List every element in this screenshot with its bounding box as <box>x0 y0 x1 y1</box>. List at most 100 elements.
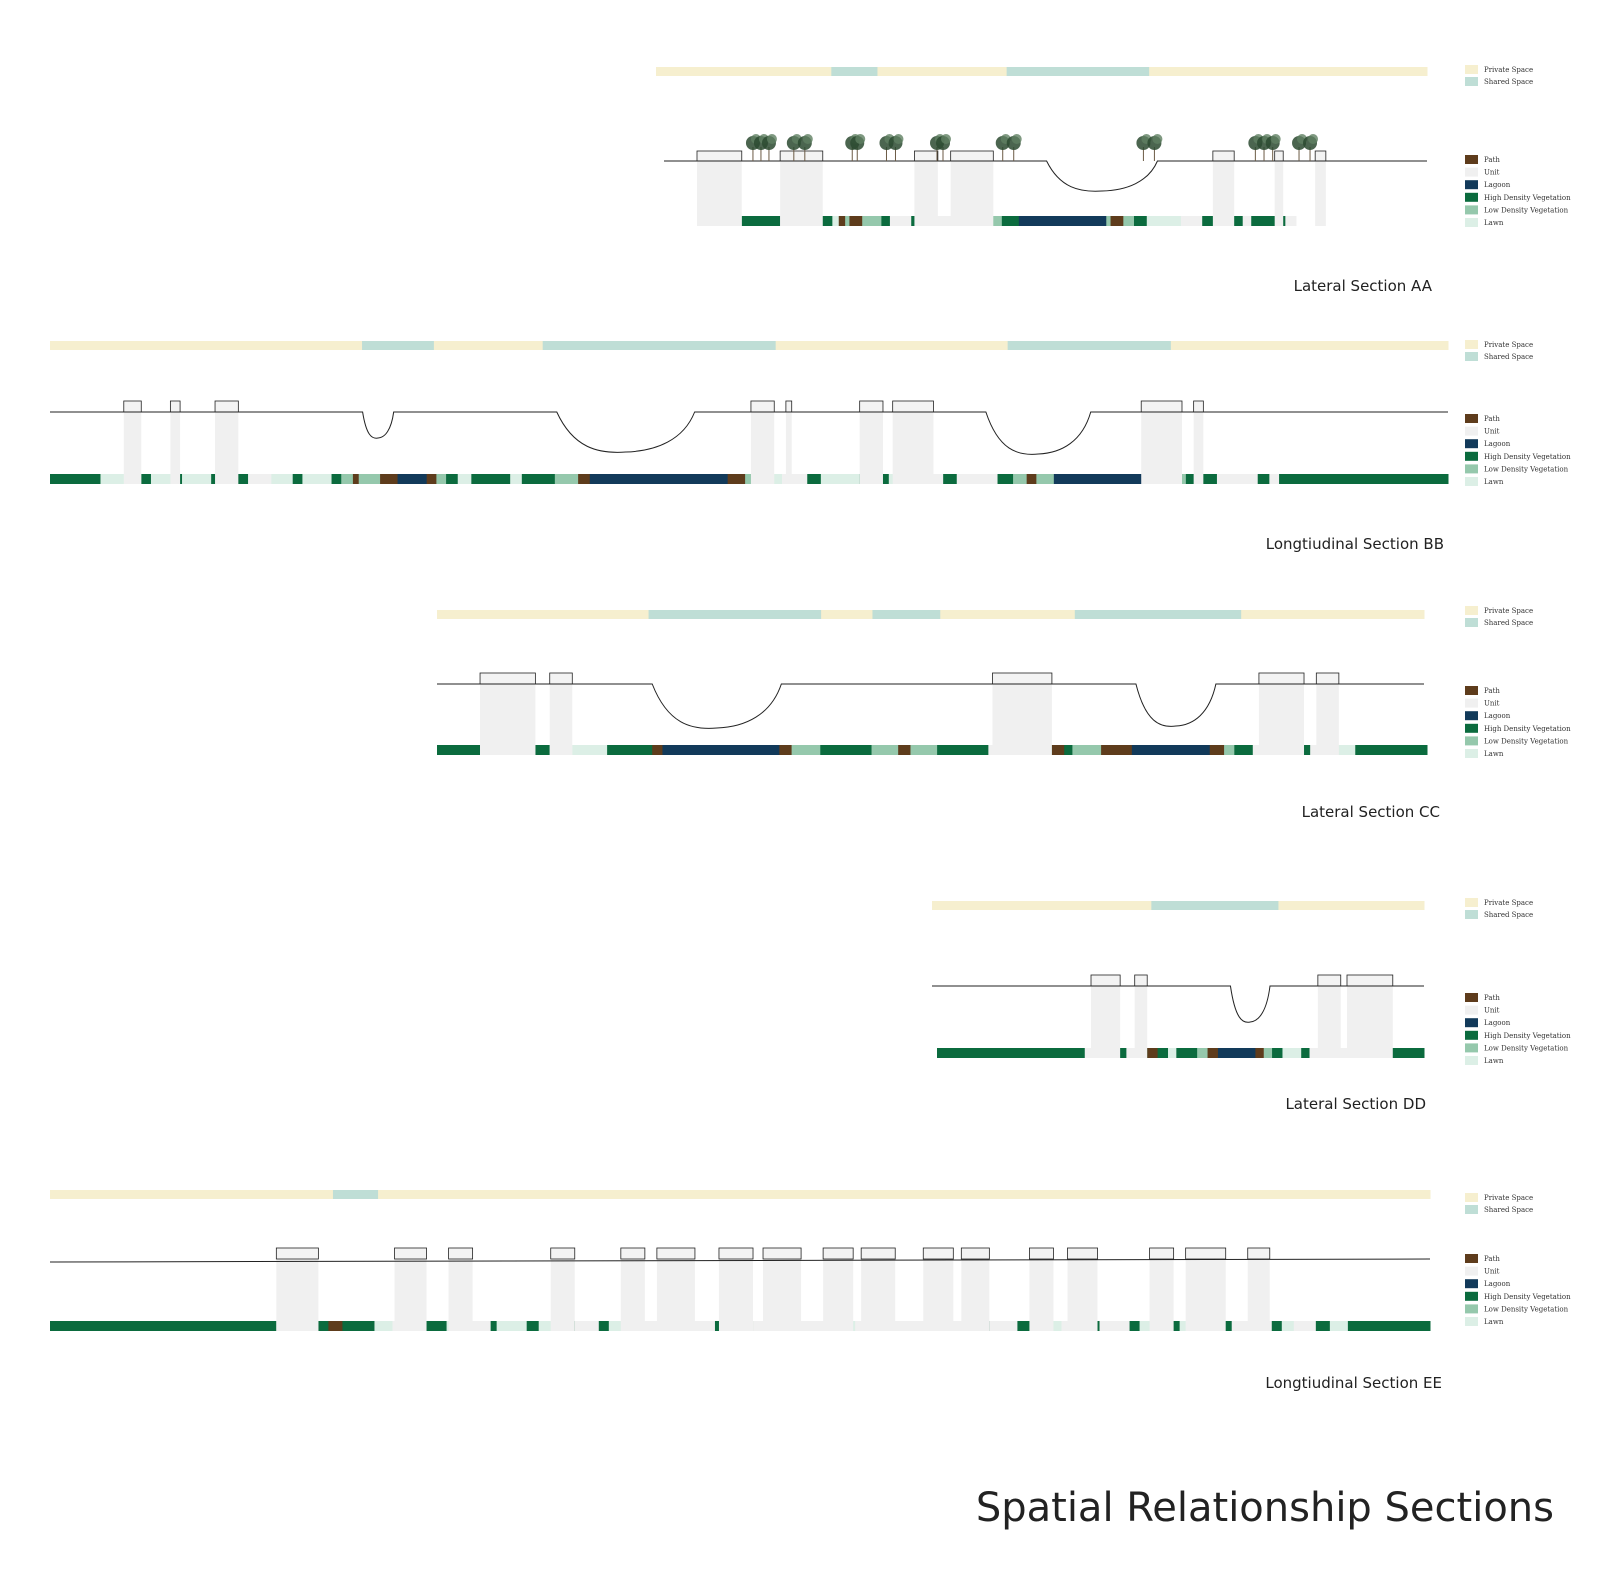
legend-label-private: Private Space <box>1484 66 1533 74</box>
landcover-high-veg <box>997 474 1014 484</box>
unit-block <box>1274 150 1284 162</box>
space-legend: Private Space Shared Space <box>1465 606 1533 627</box>
landcover-lawn <box>457 474 472 484</box>
landcover-path <box>1101 745 1133 755</box>
legend-swatch-private <box>1465 606 1478 615</box>
space-bar-private <box>50 341 363 350</box>
page-title: Spatial Relationship Sections <box>976 1485 1554 1531</box>
legend-swatch-unit <box>1465 426 1478 436</box>
legend-swatch-unit <box>1465 1005 1478 1015</box>
legend-swatch-path <box>1465 686 1478 695</box>
landcover-high-veg <box>446 474 459 484</box>
landcover-unit <box>922 216 967 226</box>
landcover-high-veg <box>598 1321 610 1331</box>
unit-column <box>215 412 239 484</box>
space-legend: Private Space Shared Space <box>1465 1193 1533 1214</box>
landcover-high-veg <box>424 1321 448 1331</box>
legend-swatch-low-veg <box>1465 736 1478 746</box>
tree-icon <box>930 134 952 161</box>
landcover-lawn <box>496 1321 528 1331</box>
legend-label-low-veg: Low Density Vegetation <box>1484 737 1569 745</box>
legend-label-low-veg: Low Density Vegetation <box>1484 1044 1569 1052</box>
unit-column <box>1091 986 1121 1058</box>
legend-label-shared: Shared Space <box>1484 353 1533 361</box>
legend-label-unit: Unit <box>1484 1268 1500 1276</box>
landcover-lagoon <box>1018 216 1107 226</box>
unit-block <box>892 400 934 413</box>
legend-label-lawn: Lawn <box>1484 750 1504 758</box>
landcover-low-veg <box>1123 216 1135 226</box>
unit-block <box>822 1247 854 1260</box>
landcover-unit <box>989 1321 1018 1331</box>
legend-label-high-veg: High Density Vegetation <box>1484 1293 1571 1301</box>
landcover-unit <box>782 474 808 484</box>
landcover-high-veg <box>1064 745 1073 755</box>
legend-label-high-veg: High Density Vegetation <box>1484 1032 1571 1040</box>
landcover-high-veg <box>141 474 152 484</box>
tree-icon <box>845 134 866 161</box>
legend-swatch-high-veg <box>1465 1030 1478 1040</box>
landcover-high-veg <box>1279 474 1449 484</box>
unit-block <box>1029 1247 1054 1260</box>
unit-column <box>1141 412 1182 484</box>
landcover-high-veg <box>1234 745 1254 755</box>
unit-block <box>169 400 181 413</box>
unit-column <box>123 412 142 484</box>
unit-block <box>1212 150 1235 162</box>
sections-root: Lateral Section AA Private Space Shared Sp… <box>49 65 1571 1392</box>
landcover-low-veg <box>1106 216 1112 226</box>
landcover-low-veg <box>1036 474 1055 484</box>
landcover-high-veg <box>1001 216 1020 226</box>
landcover-path <box>578 474 591 484</box>
landcover-lagoon <box>589 474 729 484</box>
landcover-unit <box>1285 216 1297 226</box>
landcover-path <box>1255 1048 1265 1058</box>
landcover-high-veg <box>521 474 556 484</box>
unit-column <box>1317 986 1341 1058</box>
unit-column <box>448 1259 473 1331</box>
legend-label-unit: Unit <box>1484 169 1500 177</box>
landcover-unit <box>956 474 999 484</box>
unit-block <box>860 1247 896 1260</box>
section-title-bb: Longtiudinal Section BB <box>1266 535 1444 553</box>
unit-column <box>923 1259 954 1331</box>
landcover-lawn <box>302 474 333 484</box>
legend-label-high-veg: High Density Vegetation <box>1484 194 1571 202</box>
legend-swatch-path <box>1465 414 1478 423</box>
landcover-high-veg <box>318 1321 329 1331</box>
landcover-high-veg <box>1133 216 1148 226</box>
unit-block <box>448 1247 474 1260</box>
unit-block <box>1134 974 1148 987</box>
landcover-low-veg <box>1224 745 1235 755</box>
space-bar-private <box>433 341 544 350</box>
unit-column <box>697 161 742 226</box>
landcover-lawn <box>820 474 861 484</box>
landcover-unit <box>1216 474 1259 484</box>
section-title-ee: Longtiudinal Section EE <box>1265 1374 1442 1392</box>
legend-label-high-veg: High Density Vegetation <box>1484 725 1571 733</box>
unit-block <box>960 1247 990 1260</box>
landcover-high-veg <box>807 474 822 484</box>
space-bar-private <box>656 67 832 76</box>
legend-swatch-shared <box>1465 1205 1478 1214</box>
landcover-low-veg <box>991 216 1003 226</box>
legend-swatch-high-veg <box>1465 723 1478 733</box>
landcover-high-veg <box>331 474 342 484</box>
unit-block <box>550 1247 576 1260</box>
unit-block <box>123 400 142 413</box>
legend-label-lawn: Lawn <box>1484 1318 1504 1326</box>
landcover-lawn <box>1139 1321 1157 1331</box>
unit-column <box>1029 1259 1054 1331</box>
unit-column <box>823 1259 854 1331</box>
landcover-low-veg <box>1197 1048 1209 1058</box>
legend-label-low-veg: Low Density Vegetation <box>1484 465 1569 473</box>
landcover-low-veg <box>1072 745 1102 755</box>
tree-icon <box>1292 134 1319 161</box>
landcover-low-veg <box>1013 474 1028 484</box>
space-bar-private <box>1170 341 1449 350</box>
unit-block <box>656 1247 696 1260</box>
unit-column <box>480 684 536 755</box>
space-bar-private <box>821 610 873 619</box>
legend-label-lagoon: Lagoon <box>1484 1019 1511 1027</box>
